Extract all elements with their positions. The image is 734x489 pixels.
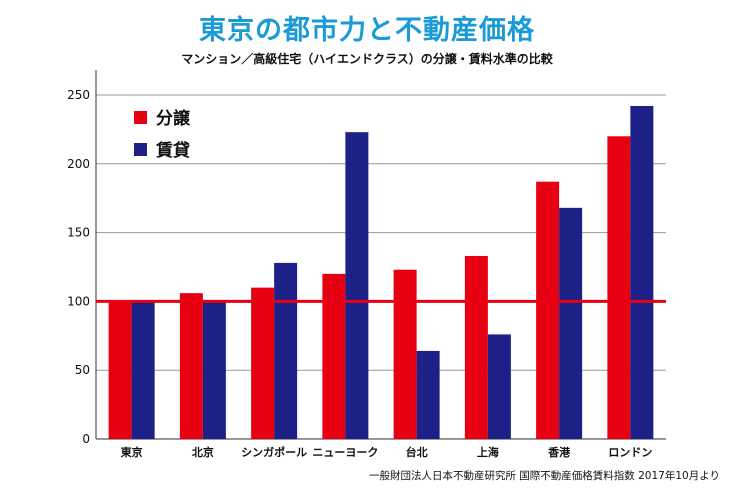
x-tick-label: 台北 (406, 445, 428, 459)
y-tick-label: 150 (67, 226, 90, 240)
y-tick-label: 100 (67, 294, 90, 308)
y-tick-label: 200 (67, 157, 90, 171)
bar-rent (274, 262, 298, 439)
legend-label: 分譲 (156, 108, 191, 129)
legend-label: 賃貸 (155, 140, 190, 161)
y-tick-label: 50 (75, 363, 90, 377)
y-tick-label: 250 (67, 88, 90, 102)
bar-sale (108, 301, 132, 439)
bar-sale (322, 273, 346, 439)
bar-sale (536, 181, 560, 440)
x-tick-label: 上海 (477, 445, 499, 459)
labels: 0 50 100 150 200 250 東京 北京 シンガポール ニューヨーク 台北 上海 香港 ロンド… (67, 88, 652, 459)
bar-rent (559, 207, 583, 439)
x-tick-label: シンガポール (241, 445, 307, 459)
bar-sale (607, 136, 631, 439)
legend-swatch (134, 111, 147, 124)
x-tick-label: 東京 (121, 445, 143, 459)
y-tick-label: 0 (82, 432, 90, 446)
bar-rent (416, 350, 440, 439)
x-tick-label: 香港 (547, 445, 571, 459)
bar-rent (487, 334, 511, 439)
x-tick-label: ニューヨーク (312, 446, 378, 459)
bar-sale (251, 287, 275, 439)
chart-subtitle: マンション／高級住宅（ハイエンドクラス）の分譲・賃料水準の比較 (181, 52, 553, 66)
x-tick-label: 北京 (192, 445, 214, 459)
bar-rent (345, 132, 369, 440)
chart-title: 東京の都市力と不動産価格 (199, 15, 535, 46)
bars (108, 106, 654, 440)
bar-sale (179, 293, 203, 439)
bar-rent (202, 301, 226, 439)
source-note: 一般財団法人日本不動産研究所 国際不動産価格賃料指数 2017年10月より (368, 470, 720, 482)
bar-rent (630, 106, 654, 440)
bar-sale (464, 255, 488, 439)
bar-rent (131, 301, 155, 439)
x-tick-label: ロンドン (608, 446, 652, 459)
legend-swatch (134, 143, 147, 156)
bar-sale (393, 269, 417, 439)
